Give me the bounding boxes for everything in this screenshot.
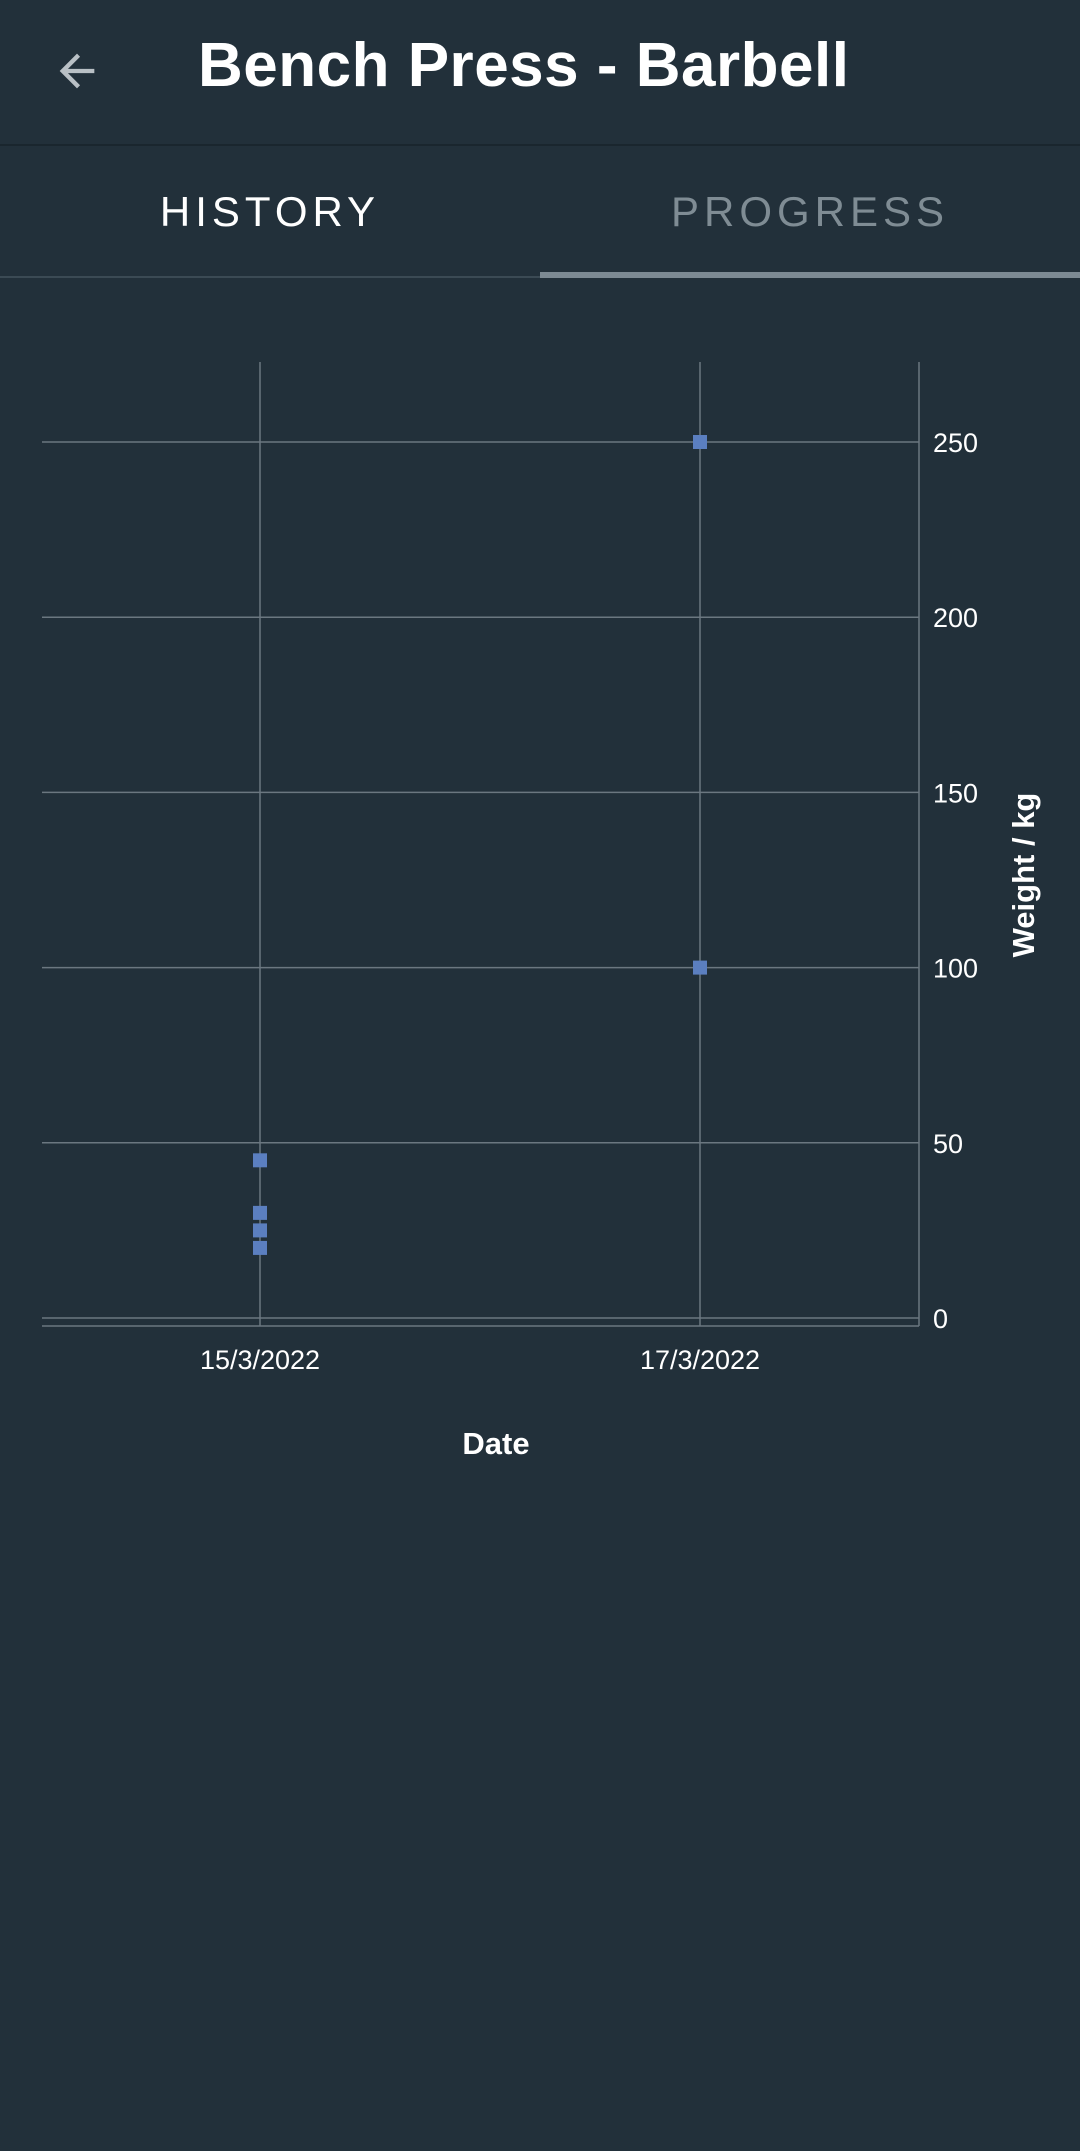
tab-indicator	[540, 272, 1080, 278]
progress-chart: 0 50 100 150 200 250 15/3/2022 17/3/2022 Date …	[0, 300, 1080, 1500]
y-tick-labels: 0 50 100 150 200 250	[933, 428, 978, 1334]
data-point	[253, 1240, 267, 1255]
data-point	[253, 1205, 267, 1220]
page-title: Bench Press - Barbell	[198, 31, 850, 100]
y-tick-label: 50	[933, 1129, 963, 1159]
tab-divider	[0, 276, 540, 278]
y-tick-label: 250	[933, 428, 978, 458]
data-point	[693, 435, 707, 449]
arrow-left-icon	[59, 53, 95, 89]
tab-history[interactable]: HISTORY	[159, 188, 381, 235]
data-point	[253, 1153, 267, 1168]
y-axis-label: Weight / kg	[1006, 793, 1041, 958]
tab-progress[interactable]: PROGRESS	[670, 188, 950, 235]
x-axis-label: Date	[462, 1426, 529, 1461]
y-tick-label: 0	[933, 1304, 948, 1334]
y-tick-label: 200	[933, 603, 978, 633]
data-point	[693, 960, 707, 975]
data-points	[253, 435, 707, 1255]
x-tick-label: 17/3/2022	[640, 1345, 760, 1375]
tab-bar: HISTORY PROGRESS	[0, 144, 1080, 278]
y-tick-label: 100	[933, 954, 978, 984]
x-tick-label: 15/3/2022	[200, 1345, 320, 1375]
app-bar: Bench Press - Barbell	[0, 0, 1080, 144]
back-button[interactable]	[34, 28, 120, 114]
x-tick-labels: 15/3/2022 17/3/2022	[200, 1345, 760, 1375]
grid-lines	[42, 362, 920, 1327]
data-point	[253, 1223, 267, 1238]
y-tick-label: 150	[933, 778, 978, 808]
